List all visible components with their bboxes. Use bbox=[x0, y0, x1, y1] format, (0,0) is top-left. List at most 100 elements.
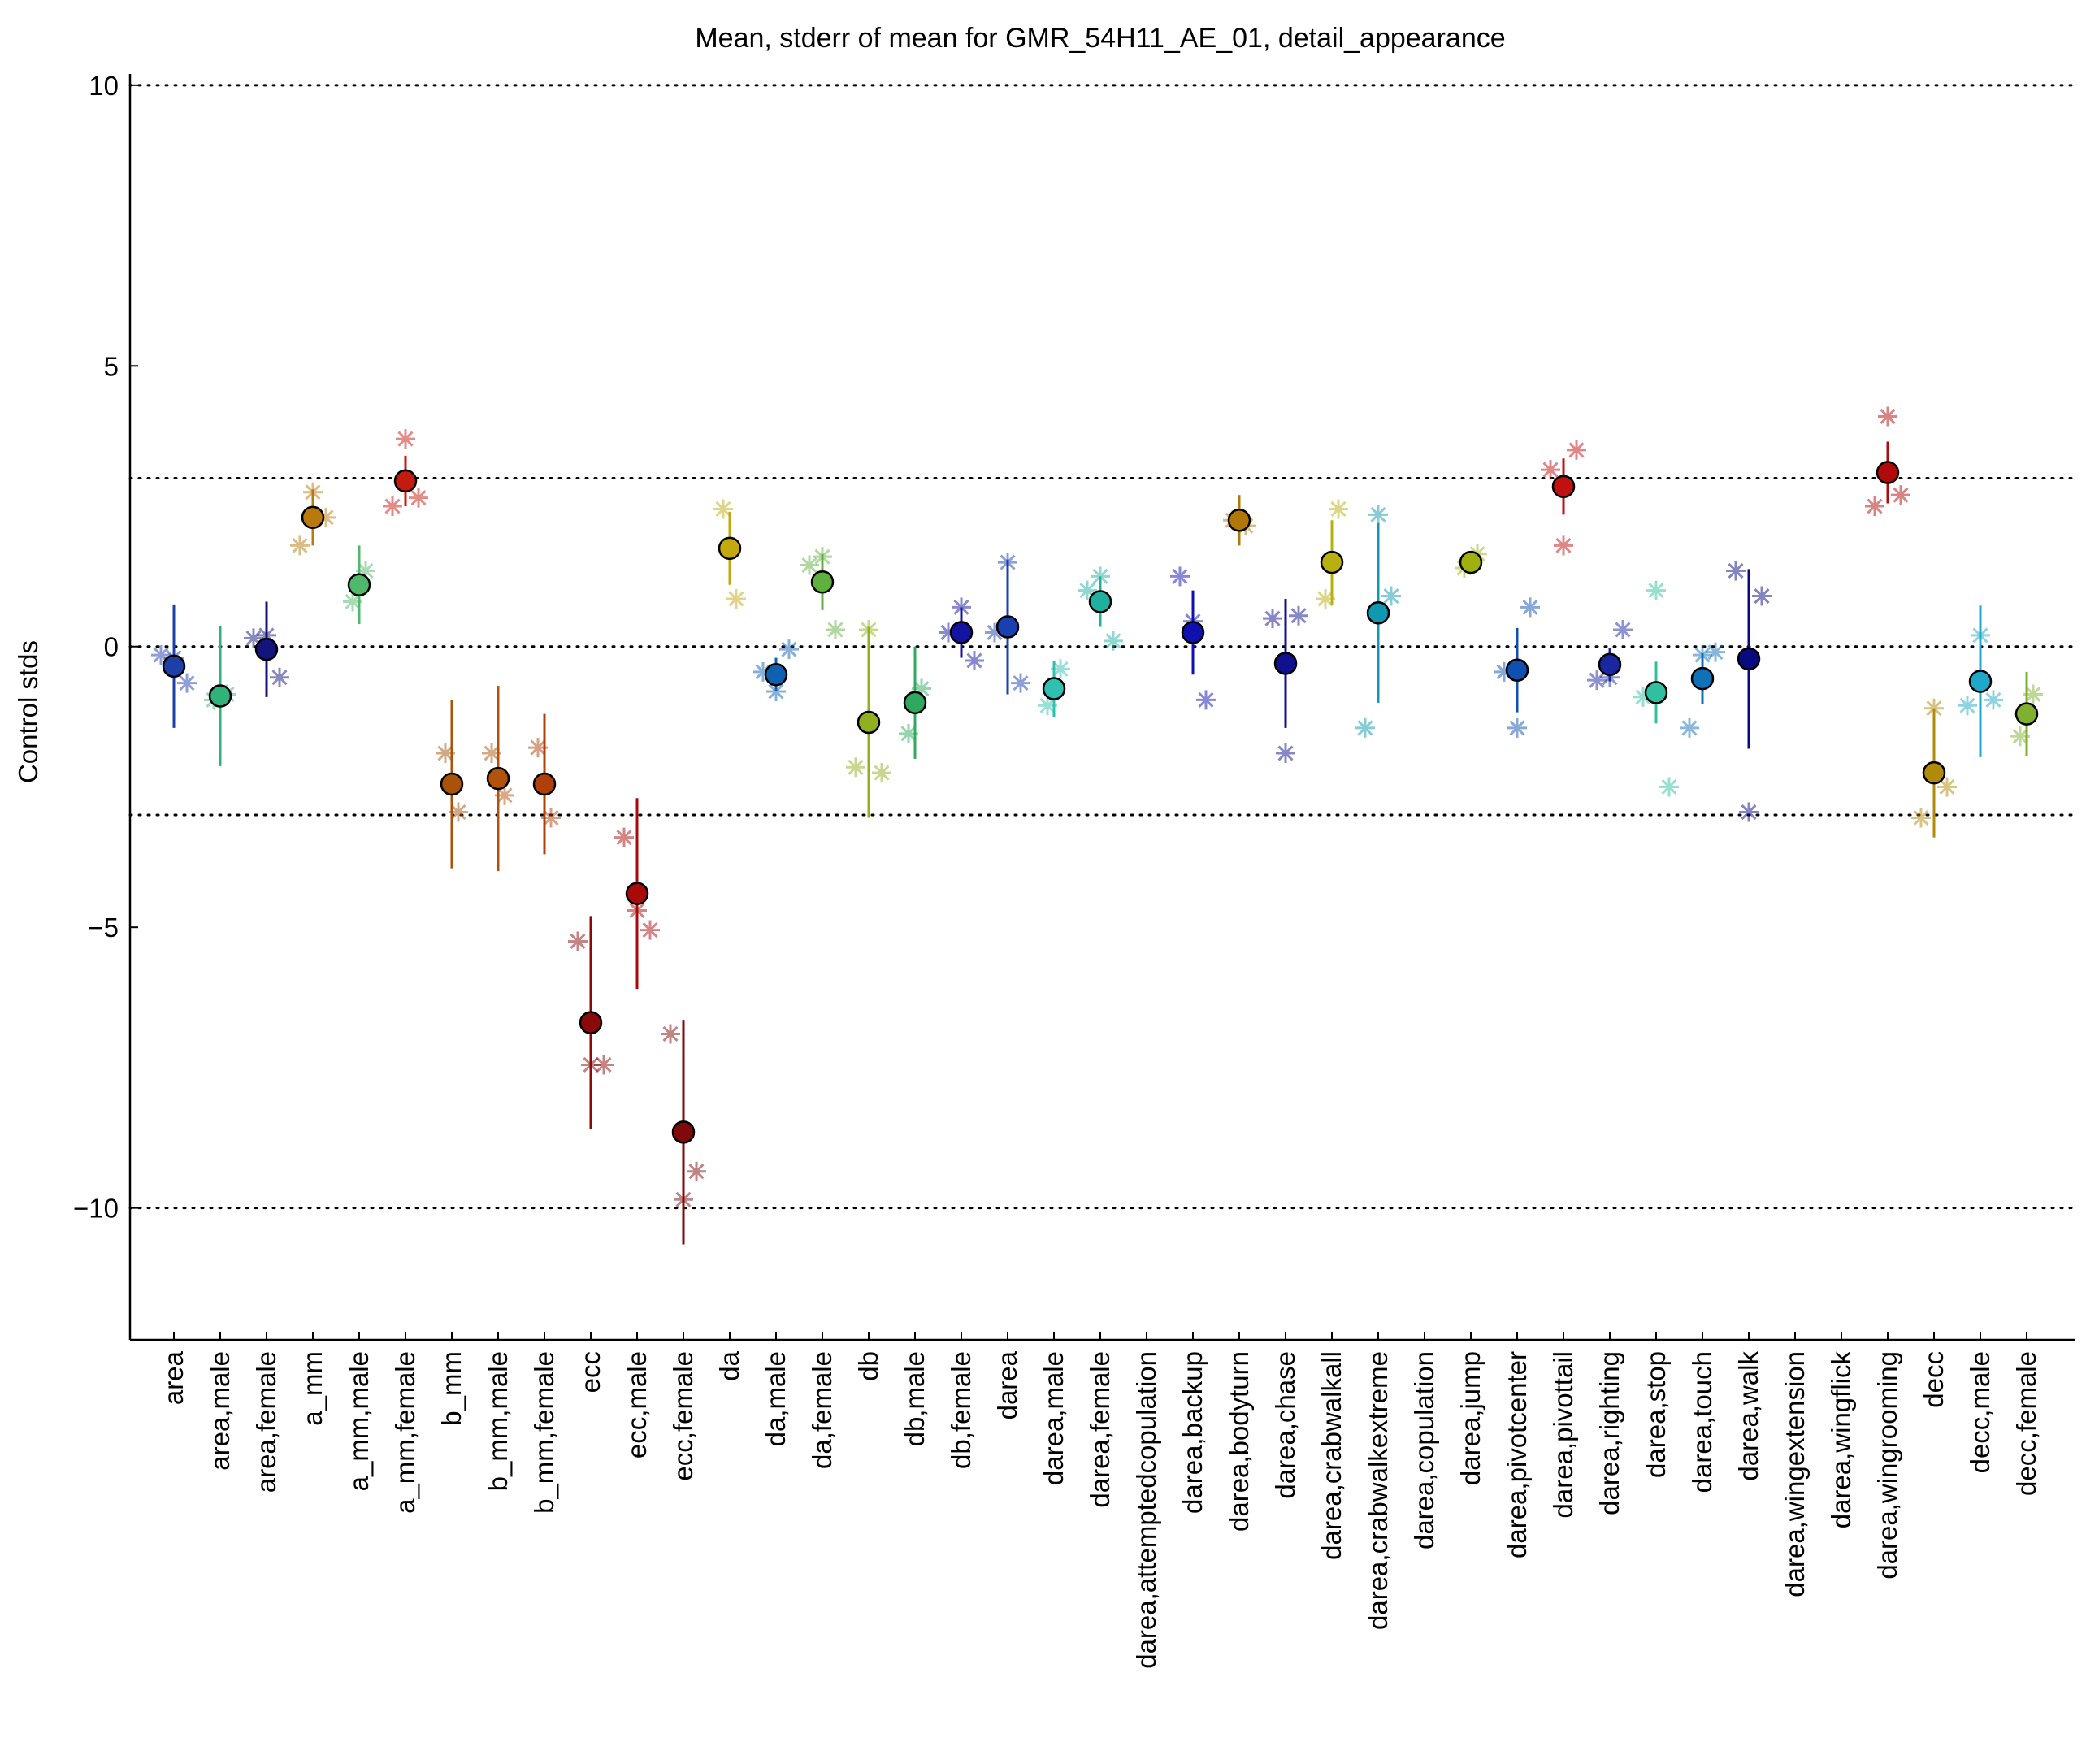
x-tick-label: darea,pivottail bbox=[1548, 1351, 1578, 1518]
x-tick-label: decc,female bbox=[2011, 1351, 2041, 1496]
mean-marker bbox=[903, 691, 927, 715]
mean-marker bbox=[764, 663, 788, 687]
experiment-point bbox=[1911, 808, 1931, 828]
chart-title: Mean, stderr of mean for GMR_54H11_AE_01… bbox=[695, 23, 1505, 54]
mean-marker bbox=[1366, 601, 1390, 625]
x-tick-label: darea,wingrooming bbox=[1872, 1351, 1902, 1580]
experiment-point bbox=[1891, 485, 1910, 505]
mean-marker bbox=[1273, 652, 1298, 675]
experiment-point bbox=[1494, 661, 1514, 682]
mean-marker bbox=[440, 772, 464, 796]
experiment-point bbox=[661, 1024, 680, 1044]
x-tick-label: darea,bodyturn bbox=[1224, 1351, 1254, 1532]
experiment-point bbox=[1924, 698, 1944, 718]
experiment-point bbox=[409, 488, 428, 508]
y-tick-label: 0 bbox=[104, 632, 119, 662]
x-tick-label: ecc bbox=[575, 1351, 605, 1393]
x-tick-label: b_mm,male bbox=[483, 1351, 513, 1491]
x-tick-label: darea,righting bbox=[1594, 1351, 1624, 1515]
experiment-point bbox=[343, 592, 362, 612]
x-tick-label: darea,wingextension bbox=[1780, 1351, 1810, 1597]
experiment-point bbox=[1587, 670, 1607, 691]
experiment-point bbox=[985, 622, 1004, 643]
experiment-point bbox=[1680, 717, 1699, 738]
mean-marker bbox=[486, 766, 510, 791]
x-tick-label: da,female bbox=[807, 1351, 837, 1469]
mean-marker bbox=[254, 637, 279, 661]
experiment-point bbox=[1507, 717, 1527, 738]
x-tick-label: a_mm bbox=[297, 1351, 327, 1426]
experiment-point bbox=[800, 555, 819, 575]
experiment-point bbox=[396, 429, 415, 449]
x-tick-label: da bbox=[714, 1350, 744, 1380]
mean-marker bbox=[208, 684, 232, 708]
experiment-point bbox=[1567, 440, 1586, 460]
x-tick-label: darea,male bbox=[1039, 1351, 1069, 1485]
experiment-point bbox=[1659, 777, 1679, 797]
experiment-point bbox=[1011, 673, 1030, 693]
experiment-point bbox=[1104, 631, 1123, 651]
mean-marker bbox=[949, 621, 974, 644]
experiment-point bbox=[1276, 743, 1295, 763]
mean-marker bbox=[1598, 652, 1622, 677]
mean-marker bbox=[1551, 475, 1576, 499]
x-tick-label: area,female bbox=[251, 1351, 281, 1493]
x-tick-label: darea,backup bbox=[1177, 1351, 1208, 1514]
experiment-point bbox=[1739, 802, 1759, 822]
experiment-point bbox=[151, 645, 171, 665]
mean-marker bbox=[532, 772, 557, 796]
experiment-point bbox=[1613, 620, 1633, 639]
experiment-point bbox=[1958, 696, 1977, 716]
mean-marker bbox=[2014, 702, 2039, 726]
x-tick-label: db,male bbox=[900, 1351, 930, 1446]
experiment-point bbox=[270, 667, 289, 687]
experiment-point bbox=[1289, 605, 1308, 626]
x-tick-label: decc,male bbox=[1965, 1351, 1995, 1473]
x-tick-label: darea,female bbox=[1085, 1351, 1115, 1508]
experiment-point bbox=[2010, 726, 2030, 747]
experiment-point bbox=[383, 496, 402, 516]
experiment-point bbox=[1196, 690, 1216, 710]
experiment-point bbox=[449, 802, 468, 822]
mean-marker bbox=[393, 469, 418, 493]
x-tick-label: da,male bbox=[761, 1351, 791, 1446]
mean-marker bbox=[1737, 647, 1761, 671]
x-tick-label: a_mm,female bbox=[390, 1351, 420, 1514]
experiment-point bbox=[1051, 659, 1070, 679]
mean-marker bbox=[1320, 550, 1344, 574]
mean-marker bbox=[579, 1011, 603, 1034]
experiment-point bbox=[528, 738, 548, 758]
experiment-point bbox=[1706, 642, 1725, 662]
experiment-point bbox=[1541, 460, 1560, 480]
experiment-point bbox=[1170, 566, 1190, 587]
mean-marker bbox=[810, 570, 835, 594]
experiment-point bbox=[846, 757, 865, 778]
experiment-point bbox=[1520, 597, 1540, 618]
y-tick-label: 10 bbox=[89, 71, 119, 101]
x-tick-label: darea,pivotcenter bbox=[1502, 1351, 1532, 1558]
experiment-point bbox=[316, 507, 336, 527]
x-tick-label: ecc,male bbox=[622, 1351, 652, 1458]
experiment-point bbox=[912, 678, 931, 699]
x-tick-label: darea,jump bbox=[1455, 1351, 1485, 1485]
experiment-point bbox=[687, 1161, 706, 1181]
experiment-point bbox=[1381, 586, 1401, 606]
experiment-point bbox=[1646, 580, 1666, 600]
mean-marker bbox=[1968, 670, 1993, 693]
experiment-point bbox=[1937, 777, 1957, 797]
experiment-point bbox=[1316, 589, 1335, 609]
experiment-point bbox=[356, 561, 375, 581]
experiment-point bbox=[1984, 690, 2003, 710]
experiment-point bbox=[1554, 535, 1573, 556]
experiment-point bbox=[826, 620, 845, 639]
mean-marker bbox=[1644, 681, 1668, 704]
x-tick-label: area,male bbox=[205, 1351, 235, 1471]
mean-marker bbox=[347, 573, 371, 596]
x-tick-label: b_mm bbox=[436, 1351, 466, 1426]
experiment-point bbox=[640, 920, 660, 940]
experiment-point bbox=[872, 763, 891, 783]
experiment-point bbox=[1078, 580, 1097, 600]
mean-marker bbox=[301, 505, 325, 530]
x-tick-label: db bbox=[853, 1351, 883, 1381]
